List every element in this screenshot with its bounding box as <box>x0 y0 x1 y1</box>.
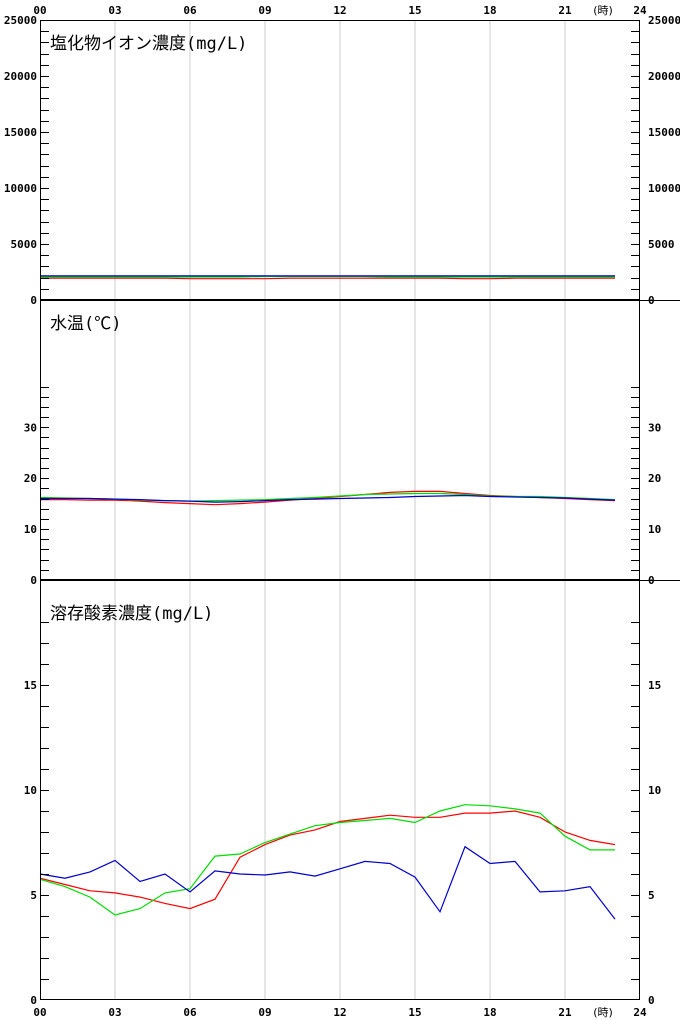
x-unit-label-top: (時) <box>593 4 613 17</box>
x-tick-label-bottom: 18 <box>483 1006 496 1019</box>
x-tick-label-bottom: 06 <box>183 1006 197 1019</box>
x-tick-label-top: 00 <box>33 4 46 17</box>
series-line-red <box>39 810 616 910</box>
panel-title-dissolved-oxygen: 溶存酸素濃度(mg/L) <box>50 604 213 624</box>
text-layer: 塩化物イオン濃度(mg/L) 水温(℃) 溶存酸素濃度(mg/L) (時) (時… <box>4 4 680 1019</box>
y-tick-label-left: 5000 <box>11 238 38 251</box>
series-line-red <box>40 490 616 506</box>
y-tick-label-left: 15 <box>24 679 37 692</box>
x-tick-label-bottom: 21 <box>558 1006 572 1019</box>
x-tick-label-bottom: 03 <box>108 1006 121 1019</box>
x-tick-label-top: 15 <box>408 4 421 17</box>
series-line-blue <box>40 494 616 503</box>
y-tick-label-left: 20 <box>24 472 37 485</box>
y-tick-label-right: 30 <box>648 421 661 434</box>
x-tick-label-bottom: 24 <box>633 1006 647 1019</box>
y-tick-label-left: 25000 <box>4 14 37 27</box>
y-tick-label-right: 5 <box>648 889 655 902</box>
x-unit-label-bottom: (時) <box>593 1006 613 1019</box>
y-tick-label-right: 0 <box>648 994 655 1007</box>
y-tick-label-left: 15000 <box>4 126 37 139</box>
y-tick-label-left: 30 <box>24 421 37 434</box>
x-tick-label-bottom: 15 <box>408 1006 421 1019</box>
y-tick-label-left: 20000 <box>4 70 37 83</box>
x-tick-label-top: 03 <box>108 4 121 17</box>
frame-layer <box>40 20 680 1000</box>
y-tick-label-left: 5 <box>30 889 37 902</box>
y-tick-label-right: 25000 <box>648 14 680 27</box>
series-line-green <box>40 275 615 278</box>
y-tick-label-right: 10 <box>648 523 661 536</box>
y-tick-label-left: 0 <box>30 574 37 587</box>
y-tick-label-right: 15 <box>648 679 661 692</box>
x-tick-label-bottom: 09 <box>258 1006 271 1019</box>
y-tick-label-right: 0 <box>648 574 655 587</box>
y-tick-label-left: 10 <box>24 523 37 536</box>
x-tick-label-top: 06 <box>183 4 197 17</box>
x-tick-label-bottom: 12 <box>333 1006 346 1019</box>
series-line-red <box>40 277 615 280</box>
y-tick-label-left: 0 <box>30 994 37 1007</box>
panel-frame <box>40 20 640 300</box>
x-tick-label-top: 12 <box>333 4 346 17</box>
x-tick-label-top: 09 <box>258 4 271 17</box>
y-tick-label-right: 10000 <box>648 182 680 195</box>
y-tick-label-right: 20 <box>648 472 661 485</box>
y-tick-label-left: 0 <box>30 294 37 307</box>
series-layer <box>39 275 616 920</box>
series-line-green <box>39 804 615 916</box>
x-tick-label-top: 21 <box>558 4 572 17</box>
x-tick-label-bottom: 00 <box>33 1006 46 1019</box>
y-tick-label-left: 10000 <box>4 182 37 195</box>
y-tick-label-right: 20000 <box>648 70 680 83</box>
y-tick-label-right: 0 <box>648 294 655 307</box>
x-tick-label-top: 18 <box>483 4 496 17</box>
panel-title-chloride: 塩化物イオン濃度(mg/L) <box>50 34 247 54</box>
panel-title-water-temp: 水温(℃) <box>50 314 121 334</box>
y-tick-label-right: 15000 <box>648 126 680 139</box>
y-tick-label-right: 10 <box>648 784 661 797</box>
grid-layer <box>114 20 566 1000</box>
x-tick-label-top: 24 <box>633 4 647 17</box>
y-tick-label-right: 5000 <box>648 238 675 251</box>
y-tick-label-left: 10 <box>24 784 37 797</box>
series-line-blue <box>39 845 616 920</box>
